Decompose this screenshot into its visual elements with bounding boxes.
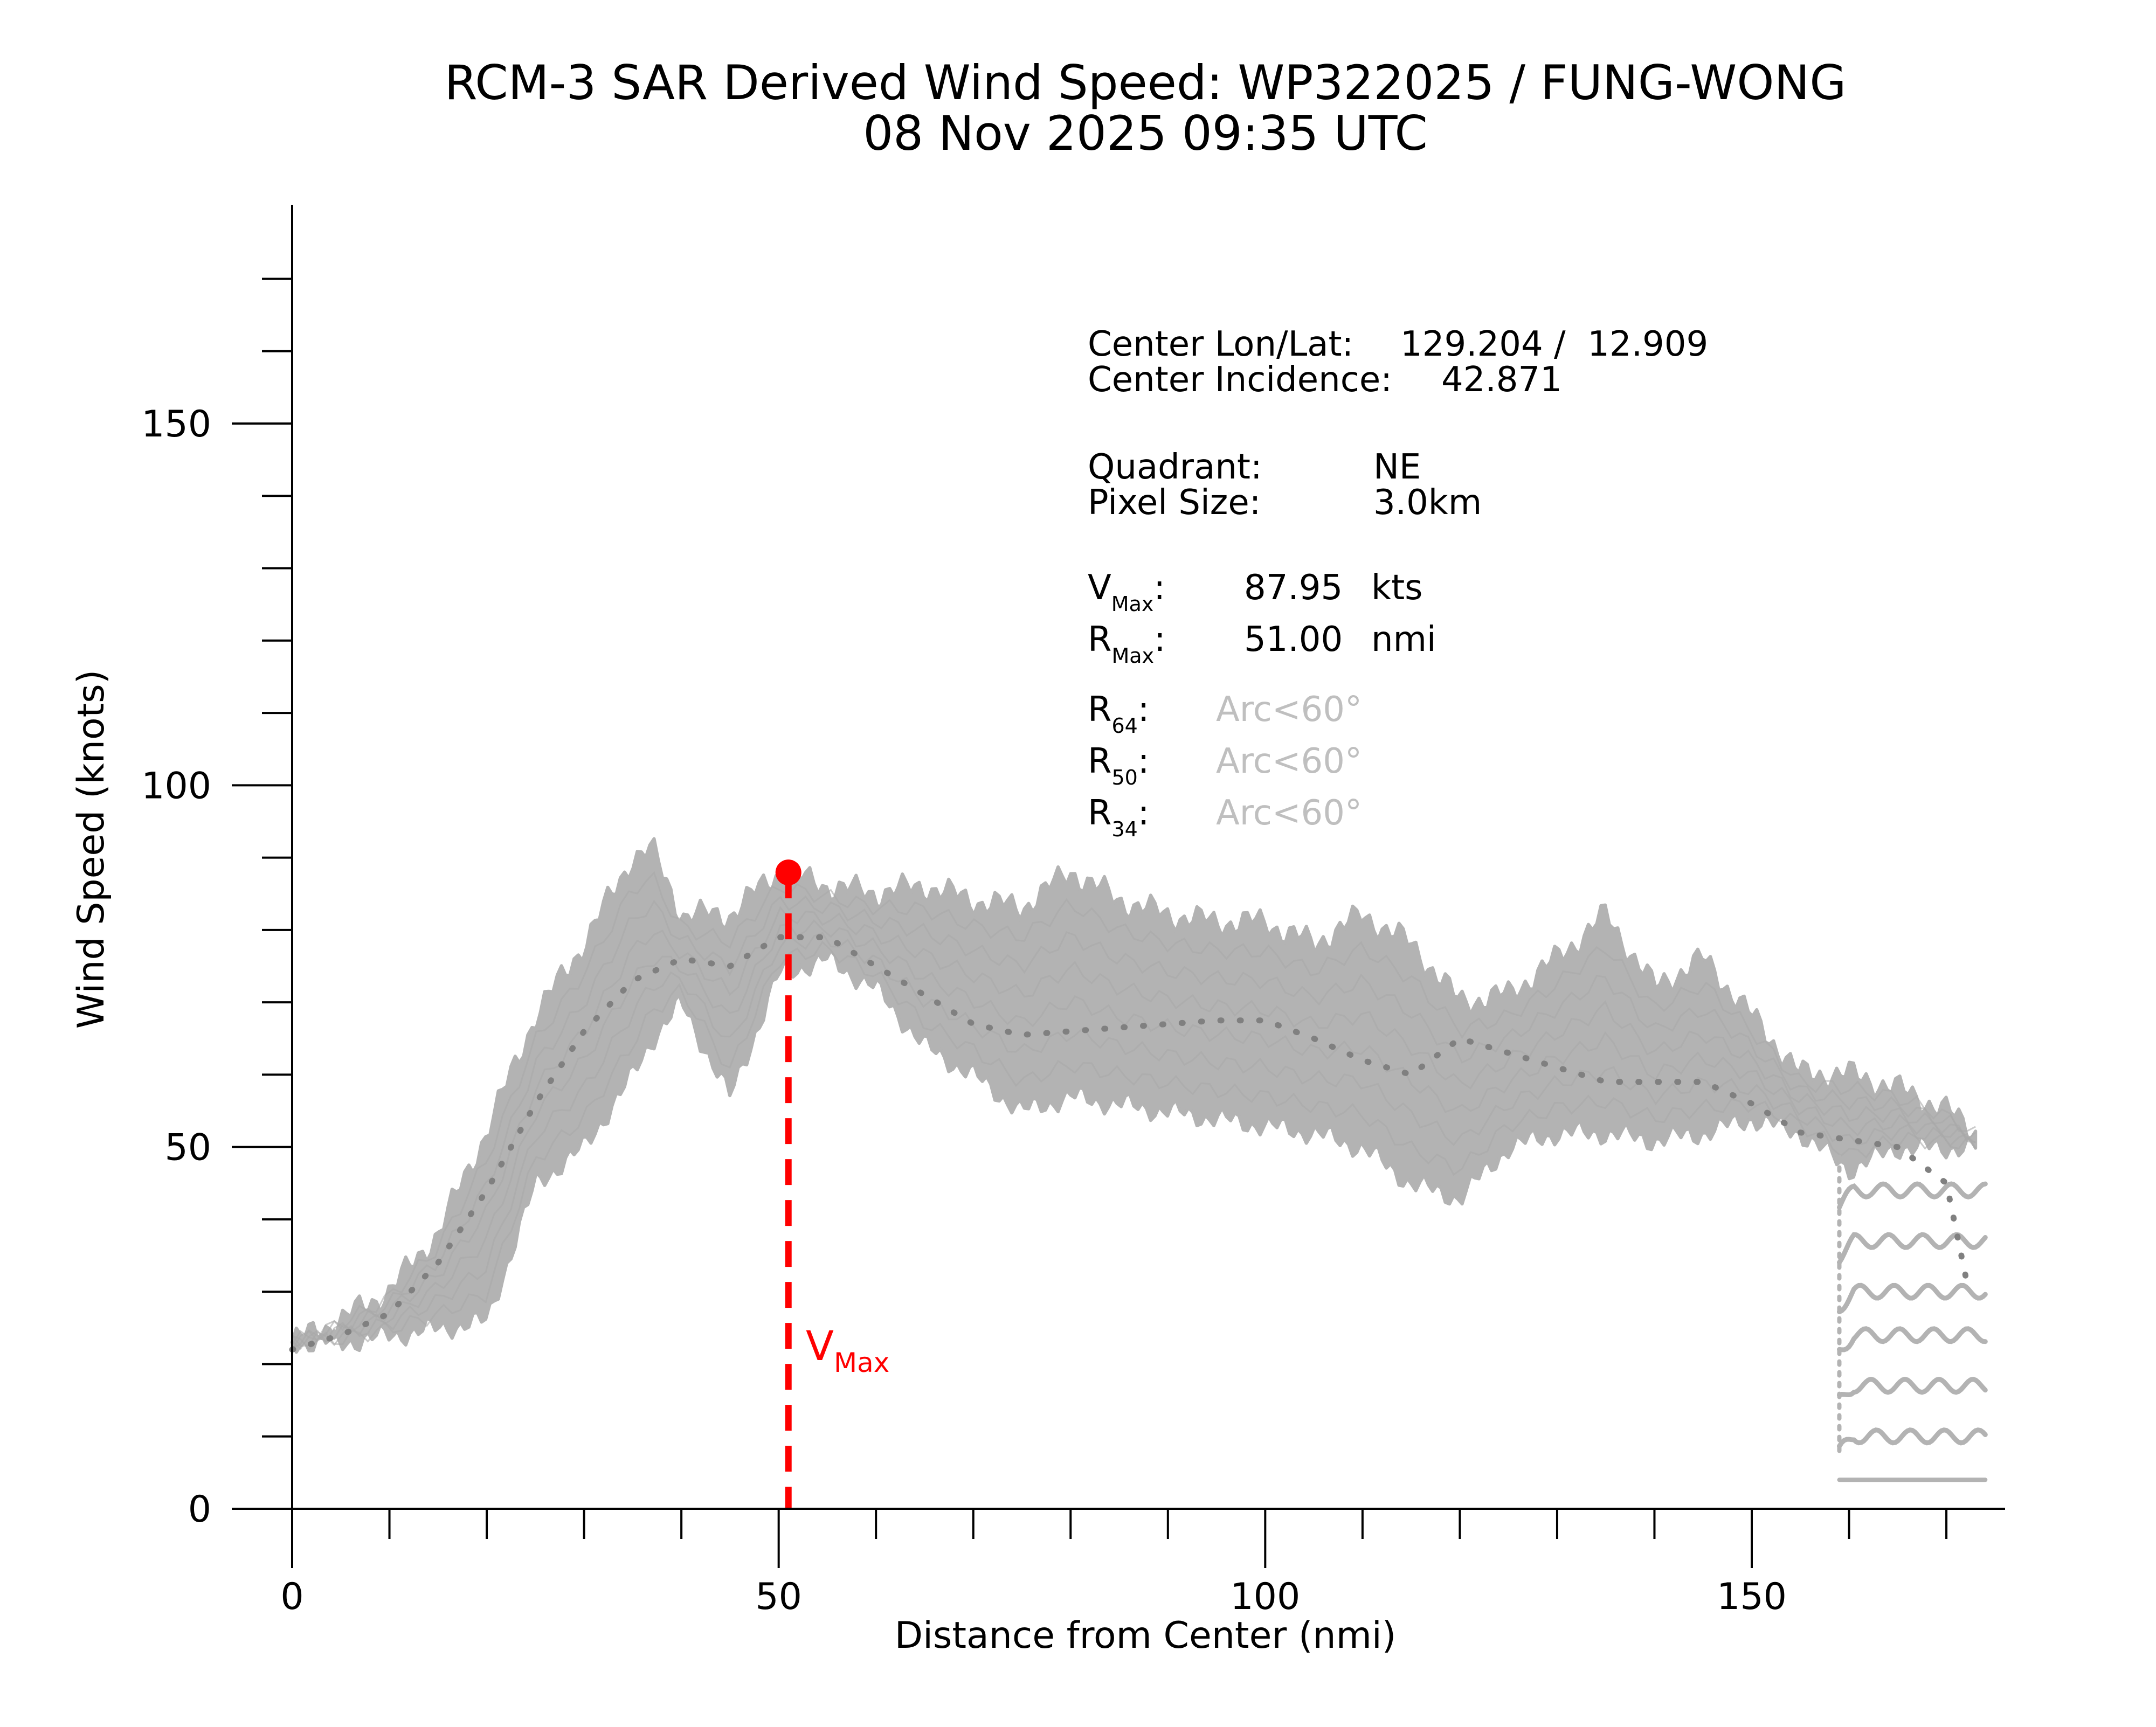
chart-title: RCM-3 SAR Derived Wind Speed: WP322025 /… — [445, 55, 1847, 110]
rmax-info-label: RMax: — [1088, 620, 1166, 668]
vmax-line-label-sub: Max — [834, 1347, 889, 1378]
y-axis-ticks: 0 50 100 150 — [141, 278, 292, 1531]
vmax-info-sub: Max — [1111, 592, 1154, 616]
center-lonlat-value: 129.204 / 12.909 — [1400, 324, 1708, 364]
vmax-info-colon: : — [1153, 568, 1165, 608]
x-axis-label: Distance from Center (nmi) — [895, 1614, 1397, 1657]
bottom-row-3 — [1837, 1326, 1988, 1353]
bottom-row-4 — [1837, 1282, 1988, 1314]
r64-info-label: R64: — [1088, 690, 1149, 738]
rmax-info-colon: : — [1154, 620, 1166, 660]
vmax-line-label-main: V — [806, 1322, 834, 1370]
x-tick-label: 100 — [1230, 1576, 1300, 1618]
vmax-info-value: 87.95 — [1244, 568, 1343, 608]
center-lonlat-label: Center Lon/Lat: — [1088, 324, 1353, 364]
pixel-size-value: 3.0km — [1373, 483, 1482, 523]
quadrant-value: NE — [1373, 447, 1421, 487]
y-tick-label: 0 — [188, 1488, 211, 1531]
mean-profile-line — [289, 934, 1969, 1353]
r50-info-value: Arc<60° — [1216, 741, 1362, 781]
bottom-row-1 — [1837, 1427, 1988, 1449]
r50-info-label: R50: — [1088, 741, 1149, 789]
bottom-row-5 — [1837, 1232, 1988, 1265]
y-tick-label: 100 — [141, 765, 211, 807]
rmax-info-unit: nmi — [1371, 620, 1436, 660]
r50-info-sub: 50 — [1111, 766, 1137, 789]
r64-info-colon: : — [1138, 690, 1150, 730]
r34-info-value: Arc<60° — [1216, 793, 1362, 833]
info-panel: Center Lon/Lat: 129.204 / 12.909 Center … — [1088, 324, 1708, 841]
y-tick-label: 150 — [141, 403, 211, 446]
y-axis-label: Wind Speed (knots) — [70, 670, 113, 1029]
vmax-info-main: V — [1088, 568, 1111, 608]
r50-info-main: R — [1088, 741, 1111, 781]
bottom-row-2 — [1837, 1377, 1988, 1398]
x-tick-label: 50 — [755, 1576, 802, 1618]
r50-info-colon: : — [1138, 741, 1150, 781]
x-axis-ticks: 0 50 100 150 — [280, 1509, 1948, 1618]
vmax-info-label: VMax: — [1088, 568, 1165, 616]
r64-info-sub: 64 — [1111, 714, 1137, 738]
pixel-size-label: Pixel Size: — [1088, 483, 1261, 523]
scatter-texture-line — [292, 940, 1977, 1351]
chart-subtitle: 08 Nov 2025 09:35 UTC — [863, 106, 1428, 161]
scatter-texture-line — [291, 895, 1977, 1351]
r34-info-sub: 34 — [1111, 817, 1137, 841]
bottom-row-points — [1837, 1138, 1988, 1482]
r64-info-main: R — [1088, 690, 1111, 730]
scatter-texture-line — [291, 871, 1976, 1345]
scatter-texture-line — [292, 906, 1976, 1349]
rmax-info-main: R — [1088, 620, 1111, 660]
y-tick-label: 50 — [164, 1127, 211, 1169]
quadrant-label: Quadrant: — [1088, 447, 1262, 487]
rmax-info-sub: Max — [1111, 644, 1154, 668]
bottom-row-6 — [1837, 1181, 1988, 1210]
x-tick-label: 150 — [1717, 1576, 1787, 1618]
center-incidence-value: 42.871 — [1441, 360, 1562, 400]
r34-info-colon: : — [1138, 793, 1150, 833]
center-incidence-label: Center Incidence: — [1088, 360, 1392, 400]
scatter-band — [291, 837, 1978, 1354]
mean-profile — [289, 934, 1969, 1353]
r34-info-label: R34: — [1088, 793, 1149, 841]
rmax-info-value: 51.00 — [1244, 620, 1343, 660]
x-tick-label: 0 — [280, 1576, 303, 1618]
vmax-info-unit: kts — [1371, 568, 1423, 608]
scatter-texture-line — [292, 919, 1977, 1350]
r64-info-value: Arc<60° — [1216, 690, 1362, 730]
r34-info-main: R — [1088, 793, 1111, 833]
vmax-line-label: VMax — [806, 1322, 889, 1378]
scatter-cloud — [291, 837, 1978, 1354]
vmax-marker-group — [775, 859, 801, 1509]
vmax-point — [775, 859, 801, 886]
